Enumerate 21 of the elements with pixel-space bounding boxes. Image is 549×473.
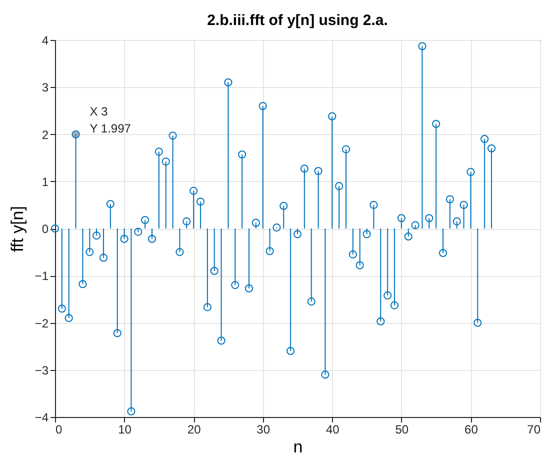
x-tick-label: 50	[395, 422, 409, 436]
y-axis-title: fft y[n]	[8, 206, 27, 252]
x-tick-label: 40	[326, 422, 340, 436]
y-tick-label: −4	[34, 410, 49, 424]
y-tick-label: 1	[42, 174, 49, 189]
x-tick-label: 0	[56, 422, 62, 436]
y-tick-label: −1	[34, 269, 49, 284]
x-tick-label: 10	[118, 422, 132, 436]
x-tick-label: 60	[464, 422, 478, 436]
y-tick-label: 2	[42, 128, 49, 142]
x-axis-title: n	[293, 438, 303, 456]
x-tick-label: 30	[256, 422, 270, 436]
x-tick-label: 20	[187, 422, 202, 436]
y-tick-label: 4	[42, 34, 49, 48]
chart-title: 2.b.iii.fft of y[n] using 2.a.	[207, 12, 388, 29]
y-tick-label: −3	[34, 363, 49, 378]
y-tick-label: −2	[34, 316, 49, 330]
y-tick-label: 0	[42, 222, 49, 236]
x-tick-label: 70	[527, 422, 541, 436]
y-tick-label: 3	[42, 80, 49, 95]
annotation: X 3 Y 1.997	[90, 104, 132, 136]
